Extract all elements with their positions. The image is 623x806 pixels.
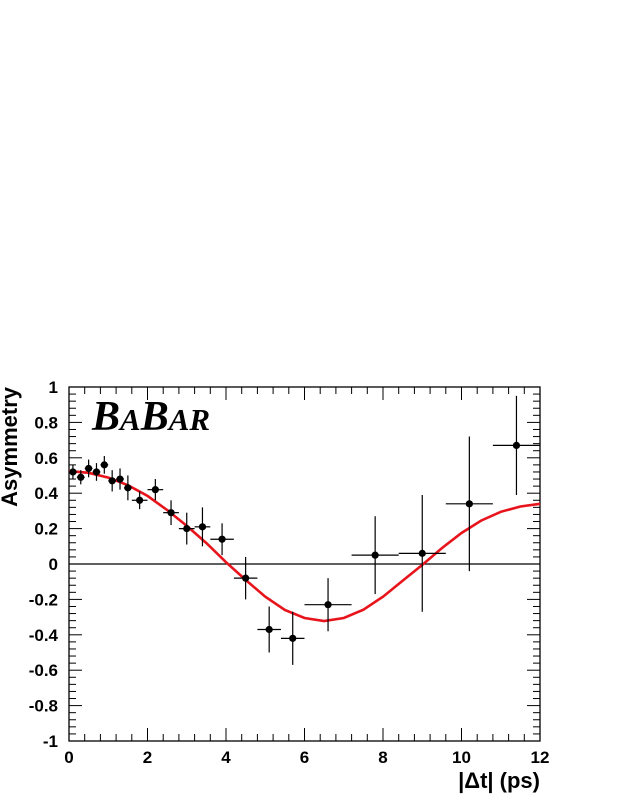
data-point: [492, 395, 540, 495]
data-point: [147, 479, 164, 501]
data-marker: [124, 484, 132, 492]
x-tick-label: 2: [143, 748, 152, 767]
y-tick-label: 0.4: [34, 484, 58, 503]
data-point: [194, 507, 211, 547]
data-point: [178, 512, 195, 545]
y-tick-label: 1: [49, 378, 58, 397]
y-tick-label: -1: [43, 732, 58, 751]
data-marker: [218, 535, 226, 543]
data-point: [304, 578, 352, 632]
y-tick-label: 0: [49, 555, 58, 574]
data-marker: [77, 473, 85, 481]
fit-curve: [68, 469, 541, 623]
data-point: [351, 516, 399, 595]
babar-logo: BABAR: [91, 394, 210, 440]
data-marker: [92, 468, 101, 476]
data-marker: [183, 525, 191, 533]
x-tick-label: 12: [531, 748, 550, 767]
y-tick-label: -0.2: [29, 590, 58, 609]
x-tick-label: 0: [64, 748, 73, 767]
data-point: [257, 606, 281, 653]
data-point: [233, 556, 258, 600]
data-point: [69, 464, 77, 480]
data-marker: [100, 461, 108, 469]
x-tick-label: 8: [378, 748, 387, 767]
data-marker: [85, 464, 93, 473]
data-marker: [242, 574, 250, 582]
x-tick-label: 4: [221, 748, 231, 767]
data-marker: [167, 509, 175, 517]
data-points-layer: [69, 395, 540, 665]
y-axis-title: Asymmetry: [0, 386, 22, 507]
data-point: [116, 468, 124, 490]
data-marker: [512, 441, 521, 450]
y-tick-label: 0.6: [34, 449, 58, 468]
data-marker: [151, 486, 159, 494]
y-tick-label: -0.4: [29, 626, 59, 645]
data-marker: [418, 549, 426, 557]
data-point: [92, 463, 101, 481]
data-point: [108, 470, 117, 492]
data-marker: [265, 625, 273, 634]
data-point: [131, 491, 148, 510]
fit-curve-layer: [68, 469, 541, 623]
data-marker: [289, 634, 297, 642]
x-axis-ticks: 0 2 4 6 8 10 12: [64, 387, 549, 767]
data-marker: [108, 477, 116, 485]
data-marker: [69, 468, 77, 476]
data-point: [123, 475, 132, 501]
data-point: [76, 470, 85, 485]
data-point: [445, 436, 493, 572]
data-point: [398, 494, 446, 612]
data-marker: [136, 496, 144, 504]
y-tick-label: 0.2: [34, 520, 58, 539]
data-marker: [324, 601, 332, 609]
data-point: [280, 611, 305, 665]
y-tick-label: -0.8: [29, 697, 58, 716]
x-axis-title: |Δt| (ps): [458, 768, 540, 793]
y-tick-label: -0.6: [29, 661, 58, 680]
data-marker: [371, 551, 379, 559]
y-tick-label: 0.8: [34, 413, 58, 432]
data-point: [84, 459, 93, 478]
x-tick-label: 6: [300, 748, 309, 767]
data-point: [163, 500, 179, 526]
data-point: [100, 456, 109, 474]
data-marker: [465, 500, 473, 508]
x-tick-label: 10: [452, 748, 471, 767]
data-point: [210, 523, 234, 556]
data-marker: [116, 475, 124, 483]
data-marker: [198, 523, 207, 531]
